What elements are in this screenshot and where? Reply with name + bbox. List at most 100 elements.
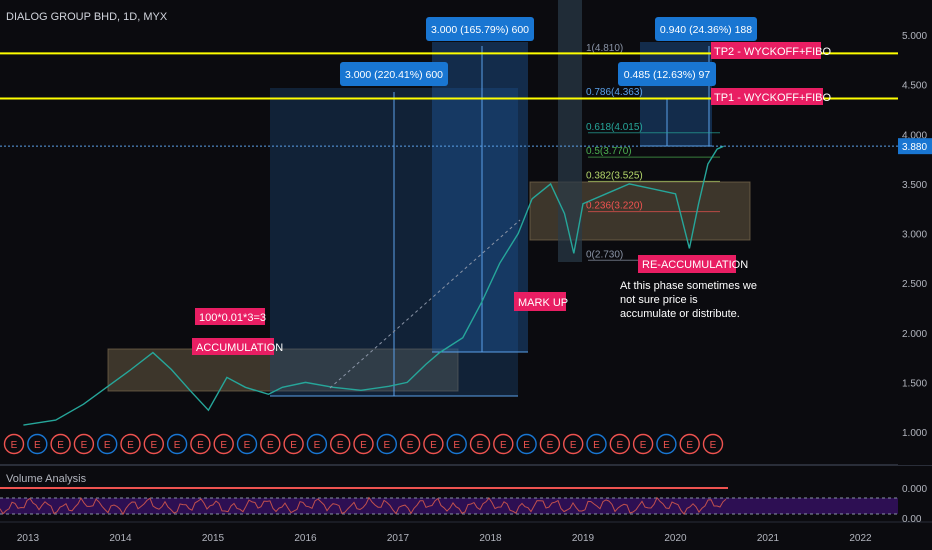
x-tick-label: 2021: [757, 533, 780, 544]
earnings-marker: [516, 433, 537, 455]
earnings-marker: [702, 433, 724, 455]
earnings-marker-label: E: [640, 440, 647, 451]
price-line: [23, 145, 724, 426]
earnings-marker-label: E: [11, 440, 18, 451]
earnings-marker-label: E: [523, 440, 530, 451]
measure-projection-2: [432, 42, 528, 352]
earnings-marker-label: E: [267, 440, 274, 451]
x-tick-label: 2020: [664, 533, 687, 544]
volume-axis: 0.000 0.00: [902, 484, 927, 525]
earnings-marker: [376, 433, 397, 455]
x-tick-label: 2018: [479, 533, 502, 544]
earnings-marker: [166, 433, 188, 455]
svg-text:100*0.01*3=3: 100*0.01*3=3: [199, 312, 266, 324]
reaccumulation-tag: RE-ACCUMULATION: [638, 255, 748, 273]
time-axis[interactable]: 2013 2014 2015 2016 2017 2018 2019 2020 2021 2022: [17, 533, 872, 544]
price-axis-bg: [898, 0, 932, 465]
earnings-marker: [609, 433, 630, 455]
earnings-marker-label: E: [663, 440, 670, 451]
earnings-marker: [283, 433, 304, 455]
earnings-marker: [446, 433, 467, 455]
earnings-marker-label: E: [127, 440, 134, 451]
earnings-marker-label: E: [593, 440, 600, 451]
measure-projection-3: [640, 42, 712, 146]
earnings-marker: [353, 433, 374, 455]
fib-column: [558, 0, 582, 262]
earnings-marker: [493, 433, 514, 455]
measure-label-1: 3.000 (165.79%) 600: [426, 17, 534, 41]
svg-text:MARK UP: MARK UP: [518, 297, 568, 309]
earnings-marker: [399, 433, 421, 455]
earnings-marker: [236, 433, 258, 455]
price-axis[interactable]: 5.000 4.500 4.000 3.500 3.000 2.500 2.000 1.500…: [898, 0, 932, 465]
fib-label: 0.786(4.363): [586, 87, 643, 98]
x-tick-label: 2016: [294, 533, 317, 544]
y-tick-label: 4.500: [902, 81, 927, 92]
earnings-marker: [632, 433, 654, 455]
fib-label: 0(2.730): [586, 249, 623, 260]
earnings-marker-label: E: [547, 440, 554, 451]
earnings-marker-label: E: [383, 440, 390, 451]
earnings-marker-label: E: [686, 440, 693, 451]
earnings-marker: [27, 433, 48, 455]
earnings-marker-label: E: [174, 440, 181, 451]
y-tick-label: 1.500: [902, 378, 927, 389]
earnings-marker: [563, 433, 584, 455]
earnings-marker-label: E: [430, 440, 437, 451]
earnings-marker: [656, 433, 677, 455]
earnings-marker-label: E: [337, 440, 344, 451]
earnings-marker: [50, 433, 71, 455]
earnings-marker: [423, 433, 444, 455]
earnings-marker-label: E: [710, 440, 717, 451]
markup-tag: MARK UP: [514, 292, 568, 311]
y-tick-label: 3.000: [902, 230, 927, 241]
earnings-marker: [586, 433, 607, 455]
fib-label: 0.5(3.770): [586, 146, 632, 157]
earnings-marker-label: E: [81, 440, 88, 451]
trend-dashed-line: [329, 219, 521, 389]
x-tick-label: 2013: [17, 533, 40, 544]
x-tick-label: 2015: [202, 533, 225, 544]
svg-text:0.000: 0.000: [902, 484, 927, 495]
earnings-marker-label: E: [290, 440, 297, 451]
earnings-marker: [213, 433, 234, 455]
current-price-label: 3.880: [902, 142, 927, 153]
earnings-marker: [73, 433, 95, 455]
x-tick-label: 2014: [109, 533, 132, 544]
earnings-marker: [3, 433, 25, 455]
x-tick-label: 2019: [572, 533, 595, 544]
y-tick-label: 4.000: [902, 130, 927, 141]
svg-text:0.485 (12.63%) 97: 0.485 (12.63%) 97: [624, 69, 711, 81]
earnings-marker-label: E: [477, 440, 484, 451]
fib-label: 1(4.810): [586, 43, 623, 54]
x-tick-label: 2022: [849, 533, 872, 544]
formula-tag: 100*0.01*3=3: [195, 308, 266, 325]
earnings-marker-label: E: [57, 440, 64, 451]
volume-panel-title: Volume Analysis: [6, 473, 87, 485]
earnings-marker-label: E: [34, 440, 41, 451]
earnings-marker: [469, 433, 491, 455]
earnings-marker: [306, 433, 328, 455]
earnings-marker: [679, 433, 700, 455]
tp2-tag: TP2 - WYCKOFF+FIBO: [711, 42, 831, 59]
earnings-marker-label: E: [104, 440, 111, 451]
svg-text:TP1 - WYCKOFF+FIBO: TP1 - WYCKOFF+FIBO: [714, 92, 831, 104]
earnings-marker-label: E: [453, 440, 460, 451]
svg-text:0.940 (24.36%) 188: 0.940 (24.36%) 188: [660, 24, 752, 36]
svg-text:ACCUMULATION: ACCUMULATION: [196, 342, 283, 354]
earnings-marker: [330, 433, 351, 455]
svg-text:3.000 (220.41%) 600: 3.000 (220.41%) 600: [345, 69, 443, 81]
measure-label-2: 3.000 (220.41%) 600: [340, 62, 448, 86]
chart-title: DIALOG GROUP BHD, 1D, MYX: [6, 11, 168, 23]
earnings-marker: [190, 433, 211, 455]
earnings-marker-label: E: [314, 440, 321, 451]
measure-label-4: 0.485 (12.63%) 97: [618, 62, 716, 86]
svg-text:0.00: 0.00: [902, 514, 922, 525]
measure-label-3: 0.940 (24.36%) 188: [655, 17, 757, 41]
volume-band: [0, 498, 898, 514]
svg-text:RE-ACCUMULATION: RE-ACCUMULATION: [642, 259, 748, 271]
earnings-marker: [143, 433, 165, 455]
fib-label: 0.382(3.525): [586, 170, 643, 181]
